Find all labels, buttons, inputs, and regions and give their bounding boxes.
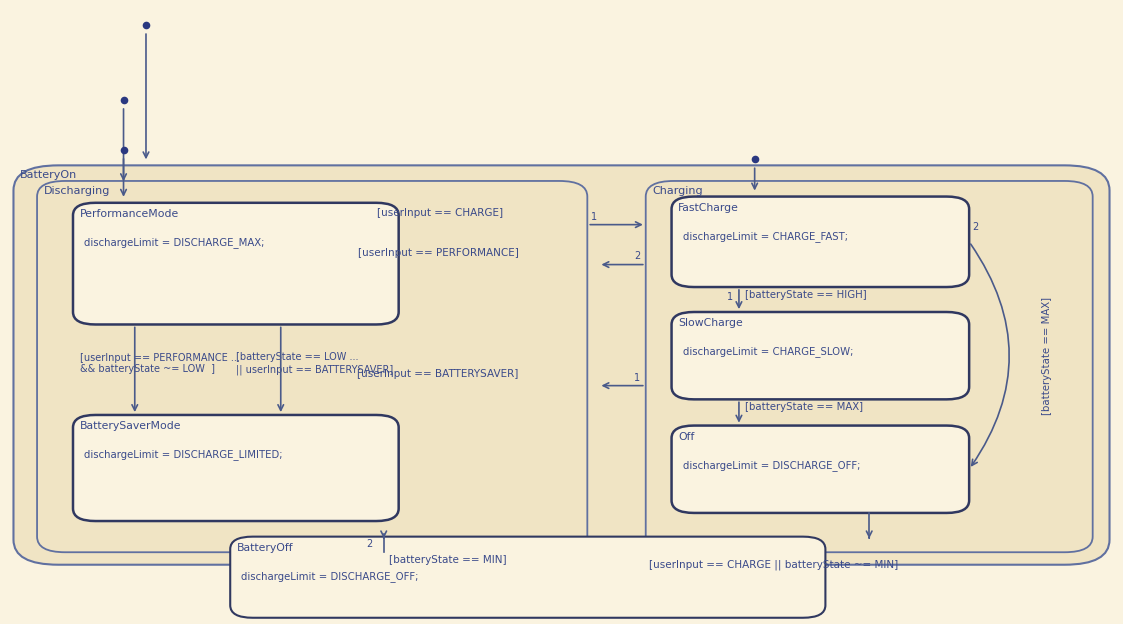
Text: PerformanceMode: PerformanceMode xyxy=(80,209,179,219)
FancyBboxPatch shape xyxy=(230,537,825,618)
Text: 1: 1 xyxy=(591,212,596,222)
Text: BatterySaverMode: BatterySaverMode xyxy=(80,421,181,431)
Text: dischargeLimit = CHARGE_FAST;: dischargeLimit = CHARGE_FAST; xyxy=(683,231,848,241)
FancyBboxPatch shape xyxy=(672,197,969,287)
Text: [userInput == BATTERYSAVER]: [userInput == BATTERYSAVER] xyxy=(357,369,519,379)
Text: [userInput == CHARGE || batteryState ~= MIN]: [userInput == CHARGE || batteryState ~= … xyxy=(649,560,898,570)
Text: [batteryState == MIN]: [batteryState == MIN] xyxy=(390,555,506,565)
FancyBboxPatch shape xyxy=(73,203,399,324)
Text: Charging: Charging xyxy=(652,186,703,196)
FancyBboxPatch shape xyxy=(646,181,1093,552)
Text: 2: 2 xyxy=(973,222,979,232)
Text: [batteryState == MAX]: [batteryState == MAX] xyxy=(1042,296,1052,414)
Text: 1: 1 xyxy=(634,373,640,383)
Text: [batteryState == LOW ...
|| userInput == BATTERYSAVER]: [batteryState == LOW ... || userInput ==… xyxy=(236,353,393,374)
Text: dischargeLimit = DISCHARGE_OFF;: dischargeLimit = DISCHARGE_OFF; xyxy=(683,460,860,470)
Text: [userInput == CHARGE]: [userInput == CHARGE] xyxy=(377,208,503,218)
Text: dischargeLimit = DISCHARGE_LIMITED;: dischargeLimit = DISCHARGE_LIMITED; xyxy=(84,449,283,460)
Text: BatteryOff: BatteryOff xyxy=(237,543,293,553)
Text: Off: Off xyxy=(678,432,695,442)
Text: 1: 1 xyxy=(728,292,733,302)
Text: dischargeLimit = DISCHARGE_OFF;: dischargeLimit = DISCHARGE_OFF; xyxy=(241,571,419,582)
Text: 2: 2 xyxy=(366,539,373,549)
Text: [batteryState == MAX]: [batteryState == MAX] xyxy=(745,402,862,412)
Text: BatteryOn: BatteryOn xyxy=(20,170,77,180)
Text: [userInput == PERFORMANCE ...
&& batteryState ~= LOW  ]: [userInput == PERFORMANCE ... && battery… xyxy=(80,353,239,374)
FancyBboxPatch shape xyxy=(73,415,399,521)
FancyBboxPatch shape xyxy=(13,165,1110,565)
FancyBboxPatch shape xyxy=(672,426,969,513)
Text: Discharging: Discharging xyxy=(44,186,110,196)
Text: SlowCharge: SlowCharge xyxy=(678,318,743,328)
FancyBboxPatch shape xyxy=(37,181,587,552)
Text: dischargeLimit = CHARGE_SLOW;: dischargeLimit = CHARGE_SLOW; xyxy=(683,346,853,357)
Text: dischargeLimit = DISCHARGE_MAX;: dischargeLimit = DISCHARGE_MAX; xyxy=(84,237,265,248)
FancyBboxPatch shape xyxy=(672,312,969,399)
Text: [batteryState == HIGH]: [batteryState == HIGH] xyxy=(745,290,866,300)
Text: FastCharge: FastCharge xyxy=(678,203,739,213)
Text: [userInput == PERFORMANCE]: [userInput == PERFORMANCE] xyxy=(357,248,519,258)
Text: 2: 2 xyxy=(633,251,640,261)
